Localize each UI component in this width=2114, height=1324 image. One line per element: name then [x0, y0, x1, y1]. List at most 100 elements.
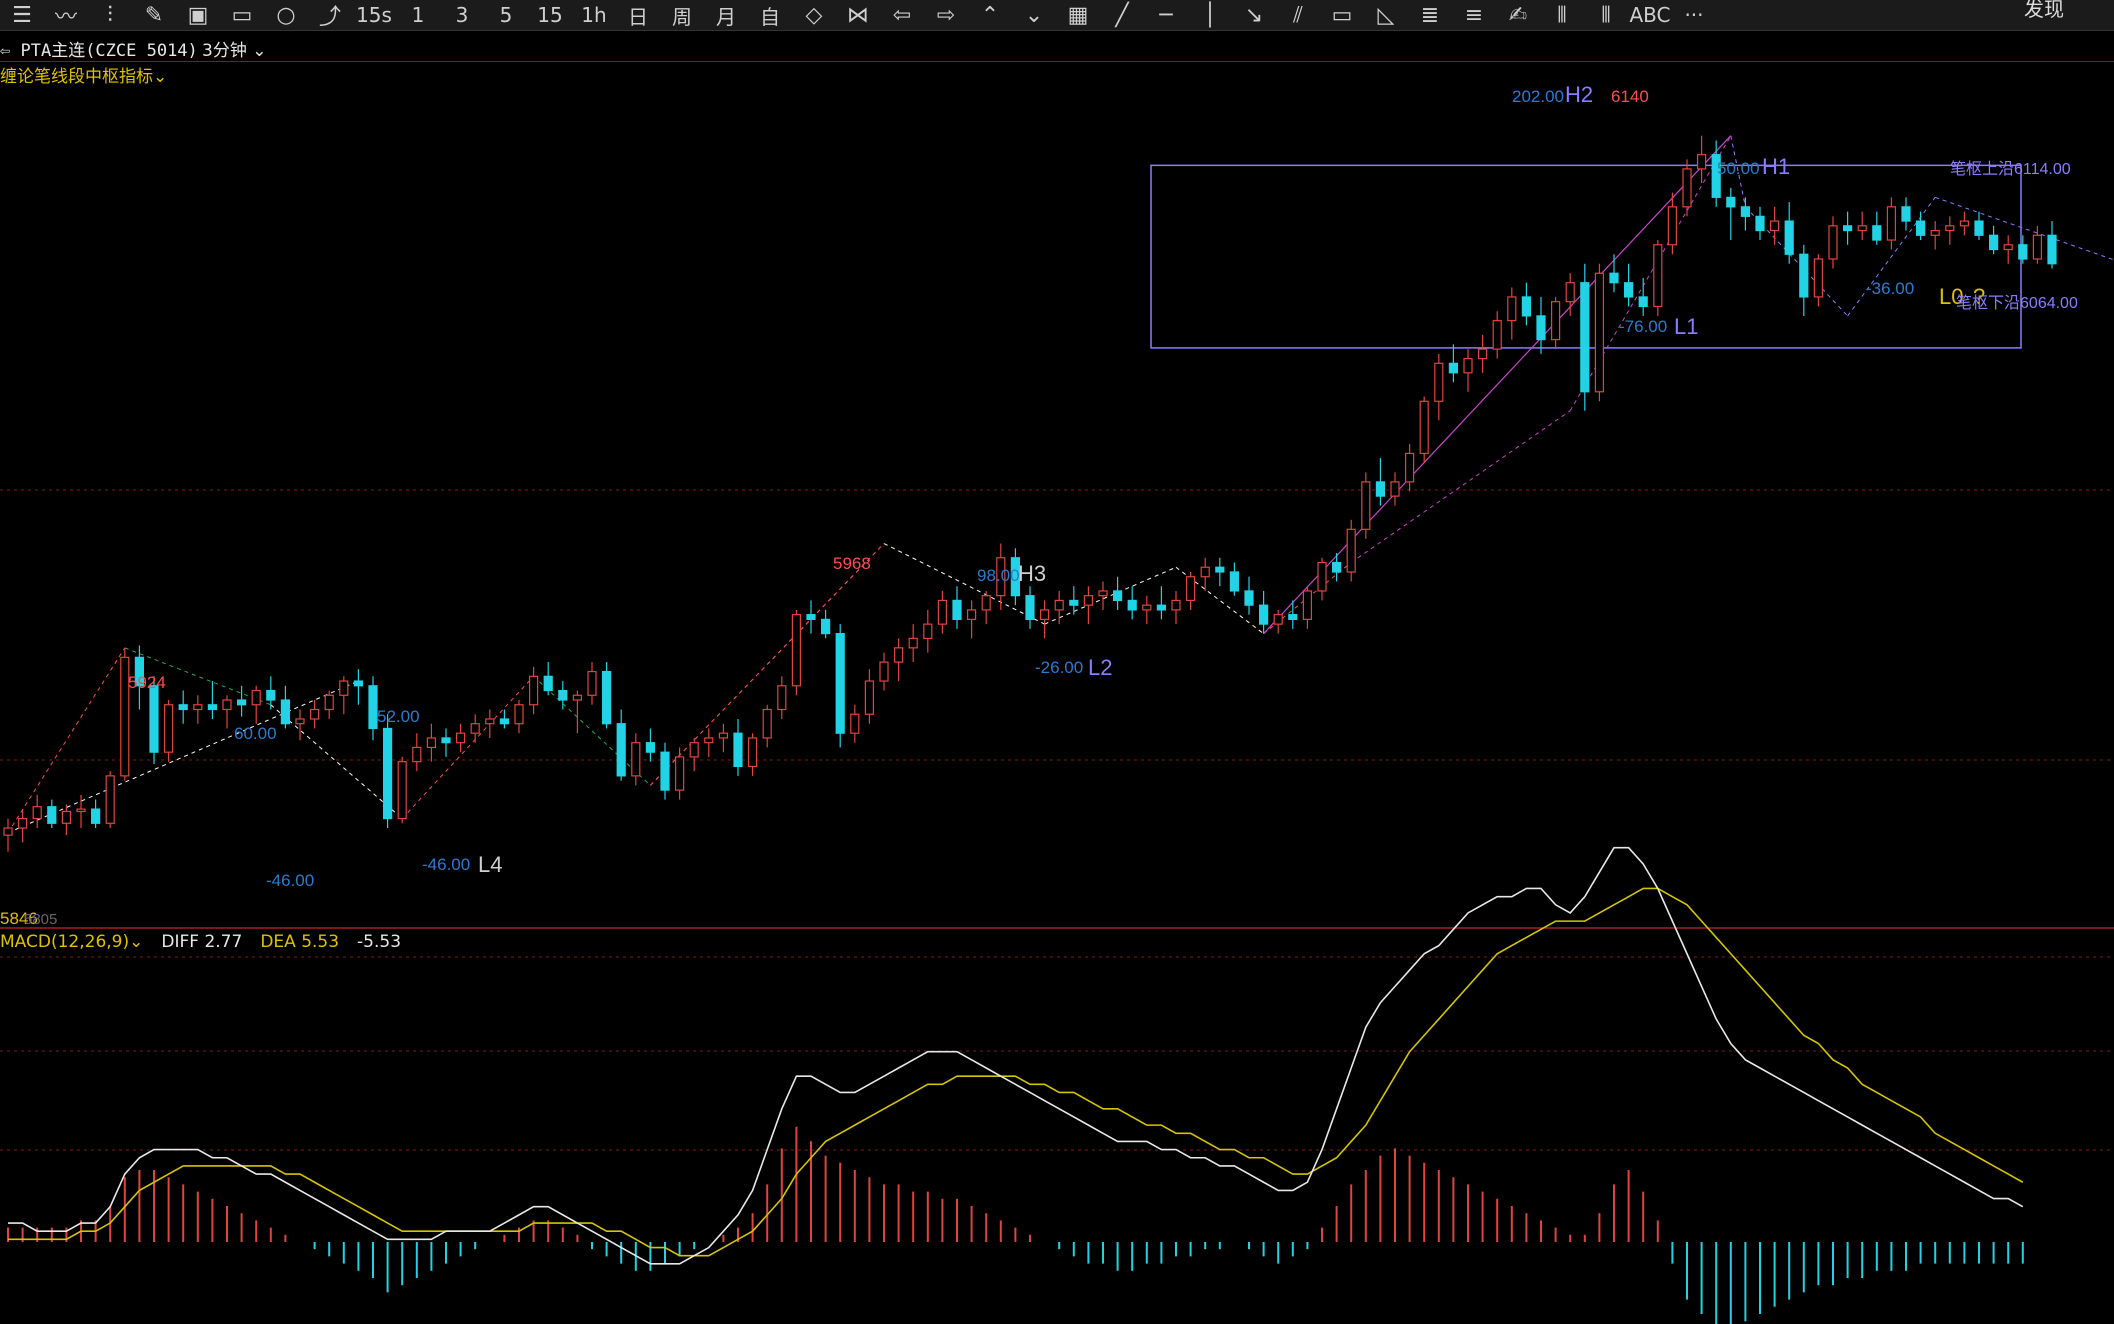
candle-body	[1215, 566, 1225, 573]
period-button[interactable]: 15	[537, 3, 563, 27]
period-button[interactable]: 月	[716, 4, 736, 29]
discover-button[interactable]: 发现	[2024, 0, 2064, 21]
list-icon[interactable]: ☰	[12, 2, 32, 28]
stroke-line	[1044, 566, 1177, 625]
candle-body	[572, 694, 583, 701]
candle-body	[1492, 320, 1502, 350]
macd-name[interactable]: MACD(12,26,9)⌄	[0, 932, 144, 952]
period-button[interactable]: 3	[455, 3, 469, 27]
draw-icon[interactable]: ✎	[144, 2, 164, 28]
pivot-upper-caption: 笔枢上沿	[1950, 160, 2014, 178]
period-button[interactable]: 1	[411, 3, 425, 27]
candle-body	[1974, 220, 1984, 236]
candle-body	[1477, 348, 1488, 360]
line-chart-icon[interactable]: 〰	[54, 5, 77, 30]
diff-value: DIFF 2.77	[161, 932, 243, 952]
chevron-down-icon[interactable]: ⌄	[1024, 2, 1044, 28]
period-label: 3分钟	[202, 41, 247, 61]
pivot-point-label: L0	[1939, 284, 1963, 309]
candle-body	[558, 689, 568, 701]
indicator-selector[interactable]: 缠论笔线段中枢指标⌄	[0, 62, 167, 87]
candle-body	[76, 808, 86, 813]
vline-icon[interactable]: │	[1203, 2, 1217, 28]
candle-body	[266, 689, 276, 701]
candle-body	[1054, 599, 1064, 611]
candle-body	[295, 718, 305, 725]
macd-legend: MACD(12,26,9)⌄ DIFF 2.77 DEA 5.53 -5.53	[0, 932, 401, 952]
candle-body	[718, 732, 729, 739]
fib2-icon[interactable]: ≡	[1464, 2, 1484, 28]
period-button[interactable]: 周	[672, 4, 692, 29]
candle-body	[674, 756, 685, 791]
circle-icon[interactable]: ○	[276, 2, 296, 28]
back-icon[interactable]: ⇦	[0, 41, 21, 61]
hline-icon[interactable]: ─	[1159, 2, 1173, 28]
bars-icon[interactable]: ⦀	[1557, 2, 1567, 28]
candle-body	[1550, 301, 1561, 341]
triangle-icon[interactable]: ◺	[1377, 2, 1395, 28]
line-icon[interactable]: ╱	[1115, 2, 1129, 28]
candle-body	[1521, 296, 1532, 317]
arrow-right-icon[interactable]: ⇨	[936, 2, 956, 28]
pen-icon[interactable]: ✍	[1508, 2, 1528, 28]
chevron-up-icon[interactable]: ⌃	[980, 2, 1000, 28]
period-button[interactable]: 15s	[356, 3, 392, 27]
candle-body	[528, 675, 539, 706]
segment-line	[650, 543, 885, 786]
range-icon[interactable]: ◇	[805, 2, 823, 28]
candle-body	[1112, 590, 1123, 602]
candle-body	[2018, 244, 2028, 260]
indicator-icon[interactable]: ▣	[187, 2, 209, 28]
stroke-change-label: -36.00	[1866, 279, 1914, 298]
candle-body	[412, 746, 422, 763]
period-button[interactable]: 日	[628, 4, 648, 29]
trend-icon[interactable]: ⤴	[318, 5, 341, 30]
instrument-title[interactable]: ⇦ PTA主连(CZCE 5014)	[0, 36, 198, 61]
candle-body	[470, 723, 480, 734]
period-button[interactable]: 1h	[581, 3, 607, 27]
period-button[interactable]: 自	[760, 4, 780, 29]
candlestick-icon[interactable]: ⫶	[107, 2, 113, 28]
candle-body	[2032, 234, 2043, 260]
layout-icon[interactable]: ▦	[1067, 2, 1089, 28]
candle-body	[1711, 154, 1721, 198]
candle-body	[1886, 206, 1897, 241]
rect-icon[interactable]: ▭	[1331, 2, 1353, 28]
pivot-point-label: L1	[1674, 314, 1698, 339]
ray-icon[interactable]: ↘	[1244, 2, 1264, 28]
candle-body	[18, 817, 28, 829]
candle-body	[310, 708, 320, 720]
pivot-point-label: L4	[478, 852, 502, 877]
candle-body	[1609, 272, 1619, 284]
candle-body	[835, 633, 845, 734]
parallel-icon[interactable]: ⫽	[1293, 2, 1303, 28]
candle-body	[1842, 225, 1853, 232]
arrow-left-icon[interactable]: ⇦	[892, 2, 912, 28]
bars2-icon[interactable]: ⫴	[1601, 2, 1611, 28]
price-high-label: 5924	[128, 673, 166, 692]
candle-body	[1258, 604, 1269, 625]
period-button[interactable]: 5	[499, 3, 513, 27]
stroke-line	[533, 675, 651, 786]
candle-body	[1565, 282, 1575, 303]
text-tool-button[interactable]: ABC	[1629, 3, 1671, 27]
candle-body	[1945, 225, 1955, 232]
more-button[interactable]: ···	[1684, 3, 1704, 27]
candle-body	[747, 737, 758, 767]
candle-body	[660, 751, 670, 791]
candle-body	[1069, 599, 1079, 606]
candle-body	[1361, 481, 1371, 530]
pivot-upper-value: 6114.00	[2014, 161, 2071, 178]
candle-body	[996, 557, 1006, 597]
period-selector[interactable]: 3分钟 ⌄	[202, 36, 266, 61]
candle-body	[791, 614, 802, 687]
candle-body	[1098, 590, 1108, 597]
candle-body	[1959, 220, 1970, 227]
shrink-icon[interactable]: ⋈	[847, 2, 869, 28]
candle-body	[1404, 452, 1415, 483]
candle-body	[397, 761, 407, 820]
candle-body	[1536, 315, 1546, 341]
save-icon[interactable]: ▭	[231, 2, 253, 28]
fib-icon[interactable]: ≣	[1420, 2, 1440, 28]
